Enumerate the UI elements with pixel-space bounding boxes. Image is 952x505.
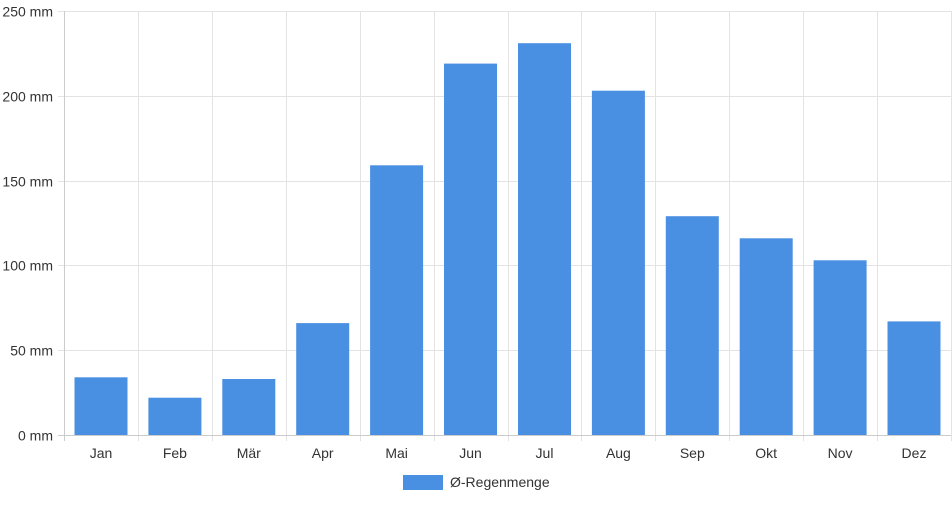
bar-Mär[interactable] <box>222 379 276 435</box>
axes: 0 mm 50 mm 100 mm 150 mm 200 mm 250 mm Jan Feb M… <box>2 4 951 461</box>
y-tick-label: 0 mm <box>18 428 53 444</box>
bar-Okt[interactable] <box>739 238 793 435</box>
bar-Sep[interactable] <box>665 216 719 435</box>
x-tick-label: Nov <box>828 445 853 461</box>
bar-Jan[interactable] <box>74 377 128 435</box>
y-tick-label: 100 mm <box>2 258 53 274</box>
x-tick-label: Dez <box>902 445 927 461</box>
x-tick-label: Aug <box>606 445 631 461</box>
x-tick-label: Feb <box>163 445 187 461</box>
x-tick-label: Sep <box>680 445 705 461</box>
x-tick-label: Apr <box>312 445 334 461</box>
y-tick-label: 150 mm <box>2 174 53 190</box>
legend-swatch <box>403 475 443 490</box>
bar-Aug[interactable] <box>591 90 645 435</box>
bar-Mai[interactable] <box>370 165 424 436</box>
bar-Jun[interactable] <box>444 63 497 435</box>
x-tick-label: Mär <box>237 445 261 461</box>
x-tick-label: Jul <box>536 445 554 461</box>
x-tick-label: Okt <box>755 445 777 461</box>
legend-label: Ø-Regenmenge <box>450 474 550 490</box>
bar-Apr[interactable] <box>296 323 350 435</box>
bar-Jul[interactable] <box>518 43 571 435</box>
y-tick-label: 50 mm <box>10 343 53 359</box>
y-tick-label: 200 mm <box>2 89 53 105</box>
bar-Feb[interactable] <box>148 397 202 435</box>
bars <box>74 43 941 436</box>
bar-Dez[interactable] <box>887 321 941 435</box>
y-tick-label: 250 mm <box>2 4 53 20</box>
grid <box>58 11 952 441</box>
x-tick-label: Mai <box>385 445 408 461</box>
legend[interactable]: Ø-Regenmenge <box>403 474 550 490</box>
x-tick-label: Jan <box>90 445 113 461</box>
bar-Nov[interactable] <box>813 260 867 435</box>
x-tick-label: Jun <box>459 445 482 461</box>
